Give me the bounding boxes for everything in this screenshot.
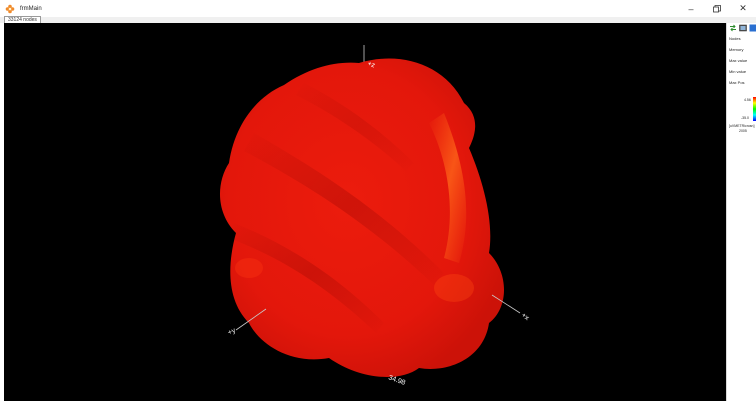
- x-axis-label: +x: [520, 312, 531, 322]
- window-controls: – ✕: [678, 0, 756, 17]
- minimize-icon: –: [688, 3, 694, 14]
- tab-strip: [0, 17, 756, 23]
- surface-plot: +z +x +y 34.98: [219, 45, 531, 387]
- color-scale-bar: [753, 97, 756, 121]
- y-axis-label: +y: [227, 327, 237, 337]
- scale-label: 34.98: [387, 374, 406, 387]
- legend-min-value: -35.0: [741, 116, 749, 120]
- legend-unit: [uVMETRicrosn]: [729, 124, 755, 128]
- nodes-label: Nodes: [729, 36, 741, 41]
- max-value-label: Max value: [729, 58, 748, 63]
- nodes-count-tab[interactable]: 33124 nodes: [4, 16, 41, 24]
- y-axis-line: [235, 308, 267, 331]
- swap-button[interactable]: [729, 24, 737, 32]
- z-axis-label: +z: [366, 60, 376, 69]
- min-value-label: Min value: [729, 69, 747, 74]
- restore-button[interactable]: [704, 0, 730, 17]
- legend-max-value: 4.56: [744, 98, 751, 102]
- panel-toolbar: [729, 24, 756, 32]
- 3d-viewport[interactable]: +z +x +y 34.98: [4, 23, 726, 401]
- deformed-sphere-surface: [219, 58, 504, 378]
- snapshot-button[interactable]: [739, 24, 747, 32]
- close-button[interactable]: ✕: [730, 0, 756, 17]
- legend-extra: 2005: [739, 129, 747, 133]
- info-panel: Nodes Memory Max value Min value Max Pos…: [726, 23, 756, 401]
- max-pos-label: Max Pos: [729, 80, 745, 85]
- close-icon: ✕: [739, 3, 747, 13]
- minimize-button[interactable]: –: [678, 0, 704, 17]
- window-title: frmMain: [20, 5, 42, 12]
- x-axis-line: [491, 294, 521, 314]
- info-button[interactable]: [749, 24, 756, 32]
- info-icon: [749, 24, 756, 32]
- app-flower-icon: [5, 4, 15, 13]
- memory-label: Memory: [729, 47, 744, 52]
- image-icon: [739, 24, 747, 32]
- swap-arrows-icon: [730, 24, 736, 32]
- restore-icon: [713, 4, 721, 12]
- title-bar: frmMain – ✕: [0, 0, 756, 17]
